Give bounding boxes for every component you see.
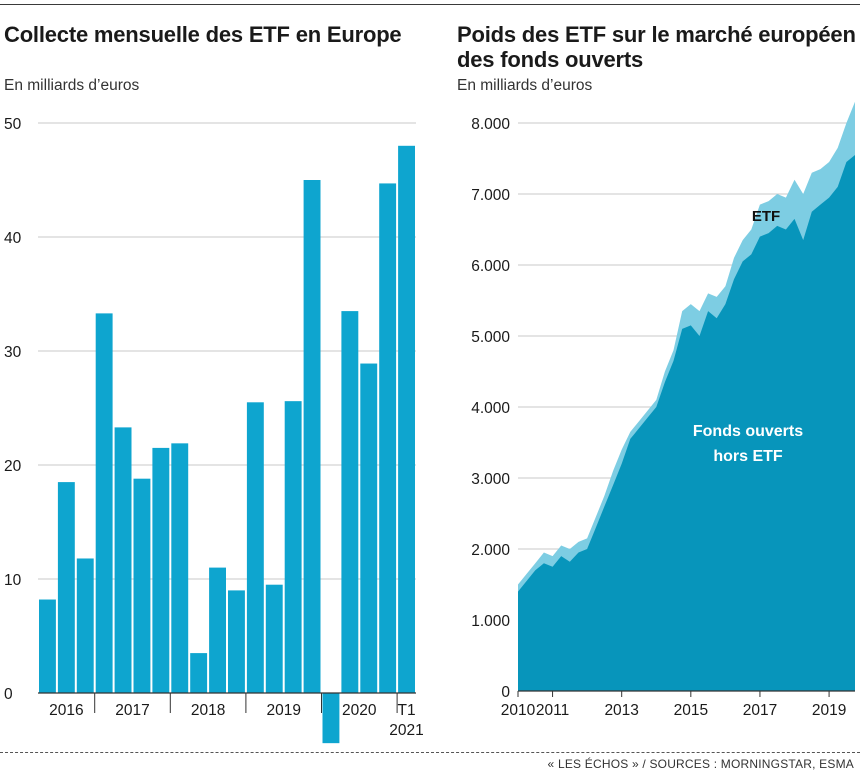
area-y-tick-label: 4.000 (471, 400, 510, 417)
bar-mark (341, 311, 359, 693)
top-rule (0, 4, 860, 5)
bottom-dashed-rule (0, 752, 860, 753)
area-x-tick-label: 2017 (743, 702, 777, 719)
area-x-tick-label: 2011 (536, 702, 569, 719)
fonds-series-label-line1: Fonds ouverts (693, 423, 803, 440)
bar-y-tick-label: 10 (4, 572, 22, 589)
area-y-tick-label: 1.000 (471, 613, 510, 630)
bar-year-label: 2019 (266, 702, 300, 719)
area-chart: 0 1.000 2.000 3.000 4.000 5.000 6.000 7.000 8.00… (471, 101, 855, 719)
area-y-tick-label: 3.000 (471, 471, 510, 488)
bar-mark (398, 145, 415, 694)
bar-mark (265, 584, 283, 693)
bar-year-label: 2016 (49, 702, 83, 719)
fonds-series-label-line2: hors ETF (713, 448, 783, 465)
bar-mark (360, 363, 378, 693)
area-x-tick-label: 2019 (812, 702, 846, 719)
bar-mark (57, 482, 75, 693)
bar-mark (171, 443, 189, 693)
bar-y-tick-label: 40 (4, 230, 22, 247)
bar-mark (322, 693, 340, 744)
etf-series-label: ETF (752, 208, 780, 225)
bar-mark (190, 653, 208, 693)
left-chart-title: Collecte mensuelle des ETF en Europe (4, 22, 402, 47)
area-y-tick-label: 8.000 (471, 116, 510, 133)
bar-mark (114, 427, 132, 693)
bar-year-label: 2017 (115, 702, 149, 719)
bar-mark (228, 590, 245, 693)
bar-mark (303, 180, 321, 693)
bar-mark (379, 183, 397, 694)
bar-y-tick-label: 30 (4, 344, 22, 361)
bar-year-label-2021: 2021 (389, 722, 423, 739)
area-y-tick-label: 5.000 (471, 329, 510, 346)
area-y-tick-label: 7.000 (471, 187, 510, 204)
bar-mark (76, 558, 94, 693)
area-y-tick-label: 2.000 (471, 542, 510, 559)
area-x-tick-label: 2015 (674, 702, 708, 719)
area-x-tick-label: 2013 (604, 702, 638, 719)
area-y-tick-label: 0 (501, 684, 510, 701)
area-series-fonds-hors-etf (518, 155, 855, 691)
bar-mark (39, 599, 56, 693)
area-y-tick-label: 6.000 (471, 258, 510, 275)
area-x-tick-label: 2010 (501, 702, 536, 719)
bar-mark (246, 402, 264, 693)
bar-y-tick-label: 0 (4, 686, 13, 703)
bar-year-label: 2020 (342, 702, 377, 719)
right-chart-subtitle: En milliards d’euros (457, 77, 593, 94)
bar-year-label: T1 (398, 702, 416, 719)
bar-y-tick-label: 20 (4, 458, 22, 475)
bar-mark (95, 313, 113, 693)
bar-mark (133, 478, 151, 693)
bar-y-tick-label: 50 (4, 116, 22, 133)
right-chart-title: Poids des ETF sur le marché européen des… (457, 22, 856, 72)
bar-year-label: 2018 (191, 702, 225, 719)
source-credit: « LES ÉCHOS » / SOURCES : MORNINGSTAR, E… (547, 757, 854, 771)
bar-mark (209, 567, 226, 693)
bar-mark (284, 401, 302, 693)
left-chart-subtitle: En milliards d’euros (4, 77, 140, 94)
bar-mark (152, 447, 170, 693)
bar-chart: 0 10 20 30 40 50 2016 2017 2018 2019 2020 T1 2021 (4, 116, 424, 744)
